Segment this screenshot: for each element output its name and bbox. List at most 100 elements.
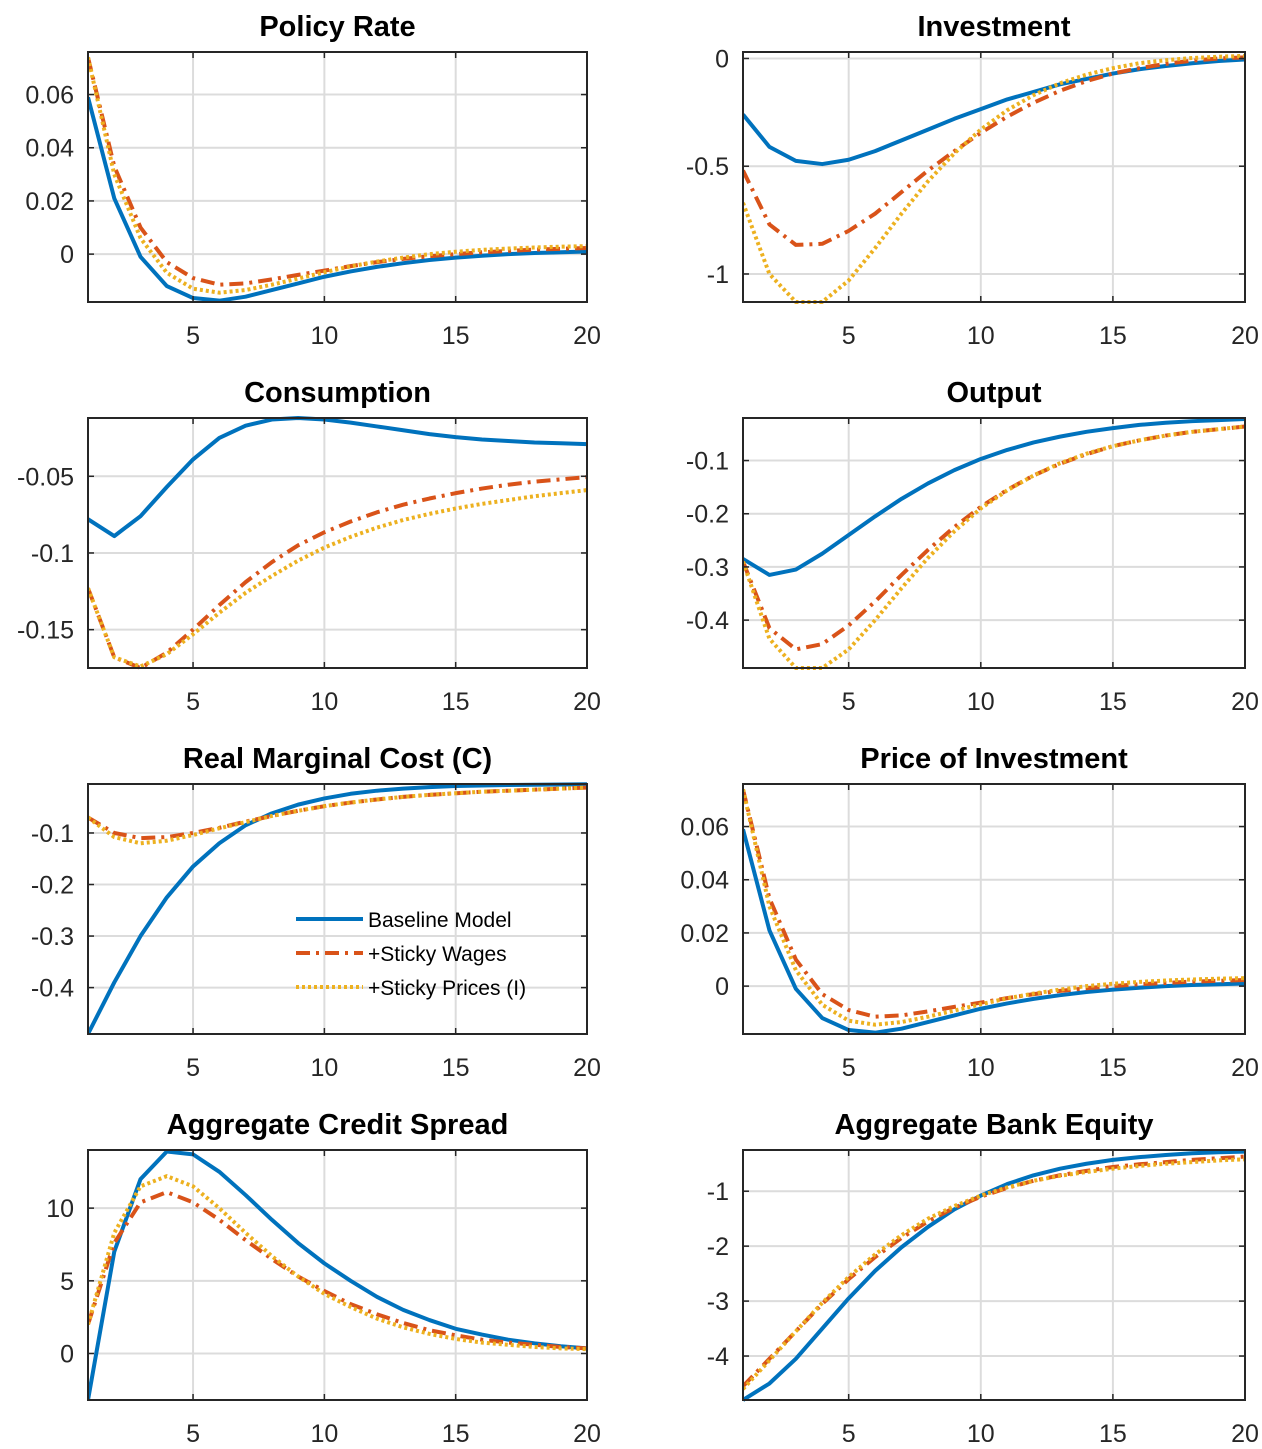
axes-box: [742, 1149, 1246, 1401]
panel-title: Real Marginal Cost (C): [183, 743, 492, 775]
y-tick-label: -0.4: [31, 975, 74, 1003]
y-tick-label: 0: [715, 973, 729, 1001]
y-tick-label: -0.1: [686, 448, 729, 476]
y-tick-label: -0.2: [686, 501, 729, 529]
panel-title: Aggregate Bank Equity: [834, 1109, 1153, 1141]
series-line-baseline: [743, 417, 1245, 577]
y-tick-label: 0.04: [25, 135, 74, 163]
y-tick-label: -0.5: [686, 153, 729, 181]
x-tick-label: 5: [186, 1420, 200, 1448]
panel-investment: 5 10 15 20 -1 -0.5 0 Investment: [686, 11, 1259, 350]
x-tick-label: 5: [842, 688, 856, 716]
x-tick-label: 20: [1231, 1054, 1259, 1082]
y-tick-label: 5: [60, 1268, 74, 1296]
x-tick-label: 10: [310, 1054, 338, 1082]
legend: Baseline Model +Sticky Wages +Sticky Price…: [296, 909, 526, 1000]
x-tick-label: 10: [967, 1420, 995, 1448]
y-tick-label: -4: [707, 1343, 729, 1371]
x-tick-label: 15: [442, 1054, 470, 1082]
x-tick-label: 20: [573, 1054, 601, 1082]
y-tick-label: 0: [60, 241, 74, 269]
y-tick-label: 0.02: [25, 188, 74, 216]
y-tick-label: -1: [707, 261, 729, 289]
y-tick-label: 0.06: [680, 814, 729, 842]
x-tick-label: 10: [967, 688, 995, 716]
x-tick-label: 10: [310, 322, 338, 350]
axes-box: [742, 417, 1246, 669]
panel-title: Price of Investment: [860, 743, 1128, 775]
series-line-sticky-prices: [743, 424, 1245, 670]
series-line-baseline: [743, 57, 1245, 167]
series-line-sticky-wages: [88, 475, 587, 670]
panel-aggregate-credit-spread: 5 10 15 20 0 5 10 Aggregate Credit Spread: [46, 1109, 601, 1448]
x-tick-label: 20: [1231, 322, 1259, 350]
legend-label-sticky-wages: +Sticky Wages: [368, 943, 507, 966]
panel-output: 5 10 15 20 -0.4 -0.3 -0.2 -0.1 Output: [686, 377, 1259, 716]
y-tick-label: -0.2: [31, 872, 74, 900]
series-line-baseline: [88, 782, 587, 1035]
x-tick-label: 5: [186, 1054, 200, 1082]
series-line-sticky-wages: [88, 785, 587, 841]
x-tick-label: 5: [186, 688, 200, 716]
axes-box: [87, 51, 588, 303]
y-tick-label: 0.02: [680, 920, 729, 948]
panel-title: Policy Rate: [259, 11, 415, 43]
y-tick-label: 0.06: [25, 82, 74, 110]
panel-price-of-investment: 5 10 15 20 0 0.02 0.04 0.06 Price of Investment: [680, 743, 1259, 1082]
legend-label-sticky-prices: +Sticky Prices (I): [368, 977, 526, 1000]
series-line-baseline: [743, 1149, 1245, 1402]
x-tick-label: 15: [1099, 1054, 1127, 1082]
x-tick-label: 20: [573, 1420, 601, 1448]
x-tick-label: 15: [442, 322, 470, 350]
y-tick-label: -0.1: [31, 540, 74, 568]
y-tick-label: -2: [707, 1233, 729, 1261]
x-tick-label: 10: [310, 1420, 338, 1448]
panel-aggregate-bank-equity: 5 10 15 20 -4 -3 -2 -1 Aggregate Bank Equity: [707, 1109, 1259, 1448]
axes-box: [742, 51, 1246, 303]
series-line-sticky-prices: [88, 1174, 587, 1352]
panel-consumption: 5 10 15 20 -0.15 -0.1 -0.05 Consumption: [17, 377, 601, 716]
series-line-baseline: [88, 1149, 587, 1401]
panel-real-marginal-cost-c: 5 10 15 20 -0.4 -0.3 -0.2 -0.1 Real Marginal Cos…: [31, 743, 601, 1082]
y-tick-label: -0.4: [686, 607, 729, 635]
y-tick-label: 10: [46, 1195, 74, 1223]
y-tick-label: -0.3: [686, 554, 729, 582]
series-line-sticky-prices: [88, 56, 587, 295]
x-tick-label: 20: [573, 322, 601, 350]
axes-box: [87, 783, 588, 1035]
series-line-sticky-wages: [743, 55, 1245, 247]
series-line-sticky-wages: [743, 424, 1245, 652]
series-line-sticky-prices: [88, 488, 587, 669]
x-tick-label: 15: [1099, 1420, 1127, 1448]
panel-title: Investment: [917, 11, 1070, 43]
axes-box: [742, 783, 1246, 1035]
x-tick-label: 20: [1231, 688, 1259, 716]
series-line-sticky-wages: [88, 56, 587, 287]
y-tick-label: 0: [60, 1340, 74, 1368]
panel-title: Output: [946, 377, 1041, 409]
x-tick-label: 5: [842, 1420, 856, 1448]
x-tick-label: 15: [1099, 322, 1127, 350]
y-tick-label: 0: [715, 45, 729, 73]
series-line-sticky-prices: [743, 53, 1245, 304]
y-tick-label: 0.04: [680, 867, 729, 895]
x-tick-label: 5: [842, 322, 856, 350]
x-tick-label: 5: [842, 1054, 856, 1082]
series-line-sticky-wages: [88, 1190, 587, 1351]
y-tick-label: -0.3: [31, 923, 74, 951]
x-tick-label: 5: [186, 322, 200, 350]
x-tick-label: 10: [310, 688, 338, 716]
y-tick-label: -0.05: [17, 463, 74, 491]
x-tick-label: 20: [573, 688, 601, 716]
panel-title: Aggregate Credit Spread: [167, 1109, 509, 1141]
panel-title: Consumption: [244, 377, 431, 409]
y-tick-label: -1: [707, 1178, 729, 1206]
panel-policy-rate: 5 10 15 20 0 0.02 0.04 0.06 Policy Rate: [25, 11, 601, 350]
y-tick-label: -3: [707, 1288, 729, 1316]
series-line-baseline: [743, 828, 1245, 1035]
series-line-sticky-prices: [743, 1157, 1245, 1391]
y-tick-label: -0.15: [17, 617, 74, 645]
x-tick-label: 15: [442, 1420, 470, 1448]
series-line-sticky-wages: [743, 788, 1245, 1019]
